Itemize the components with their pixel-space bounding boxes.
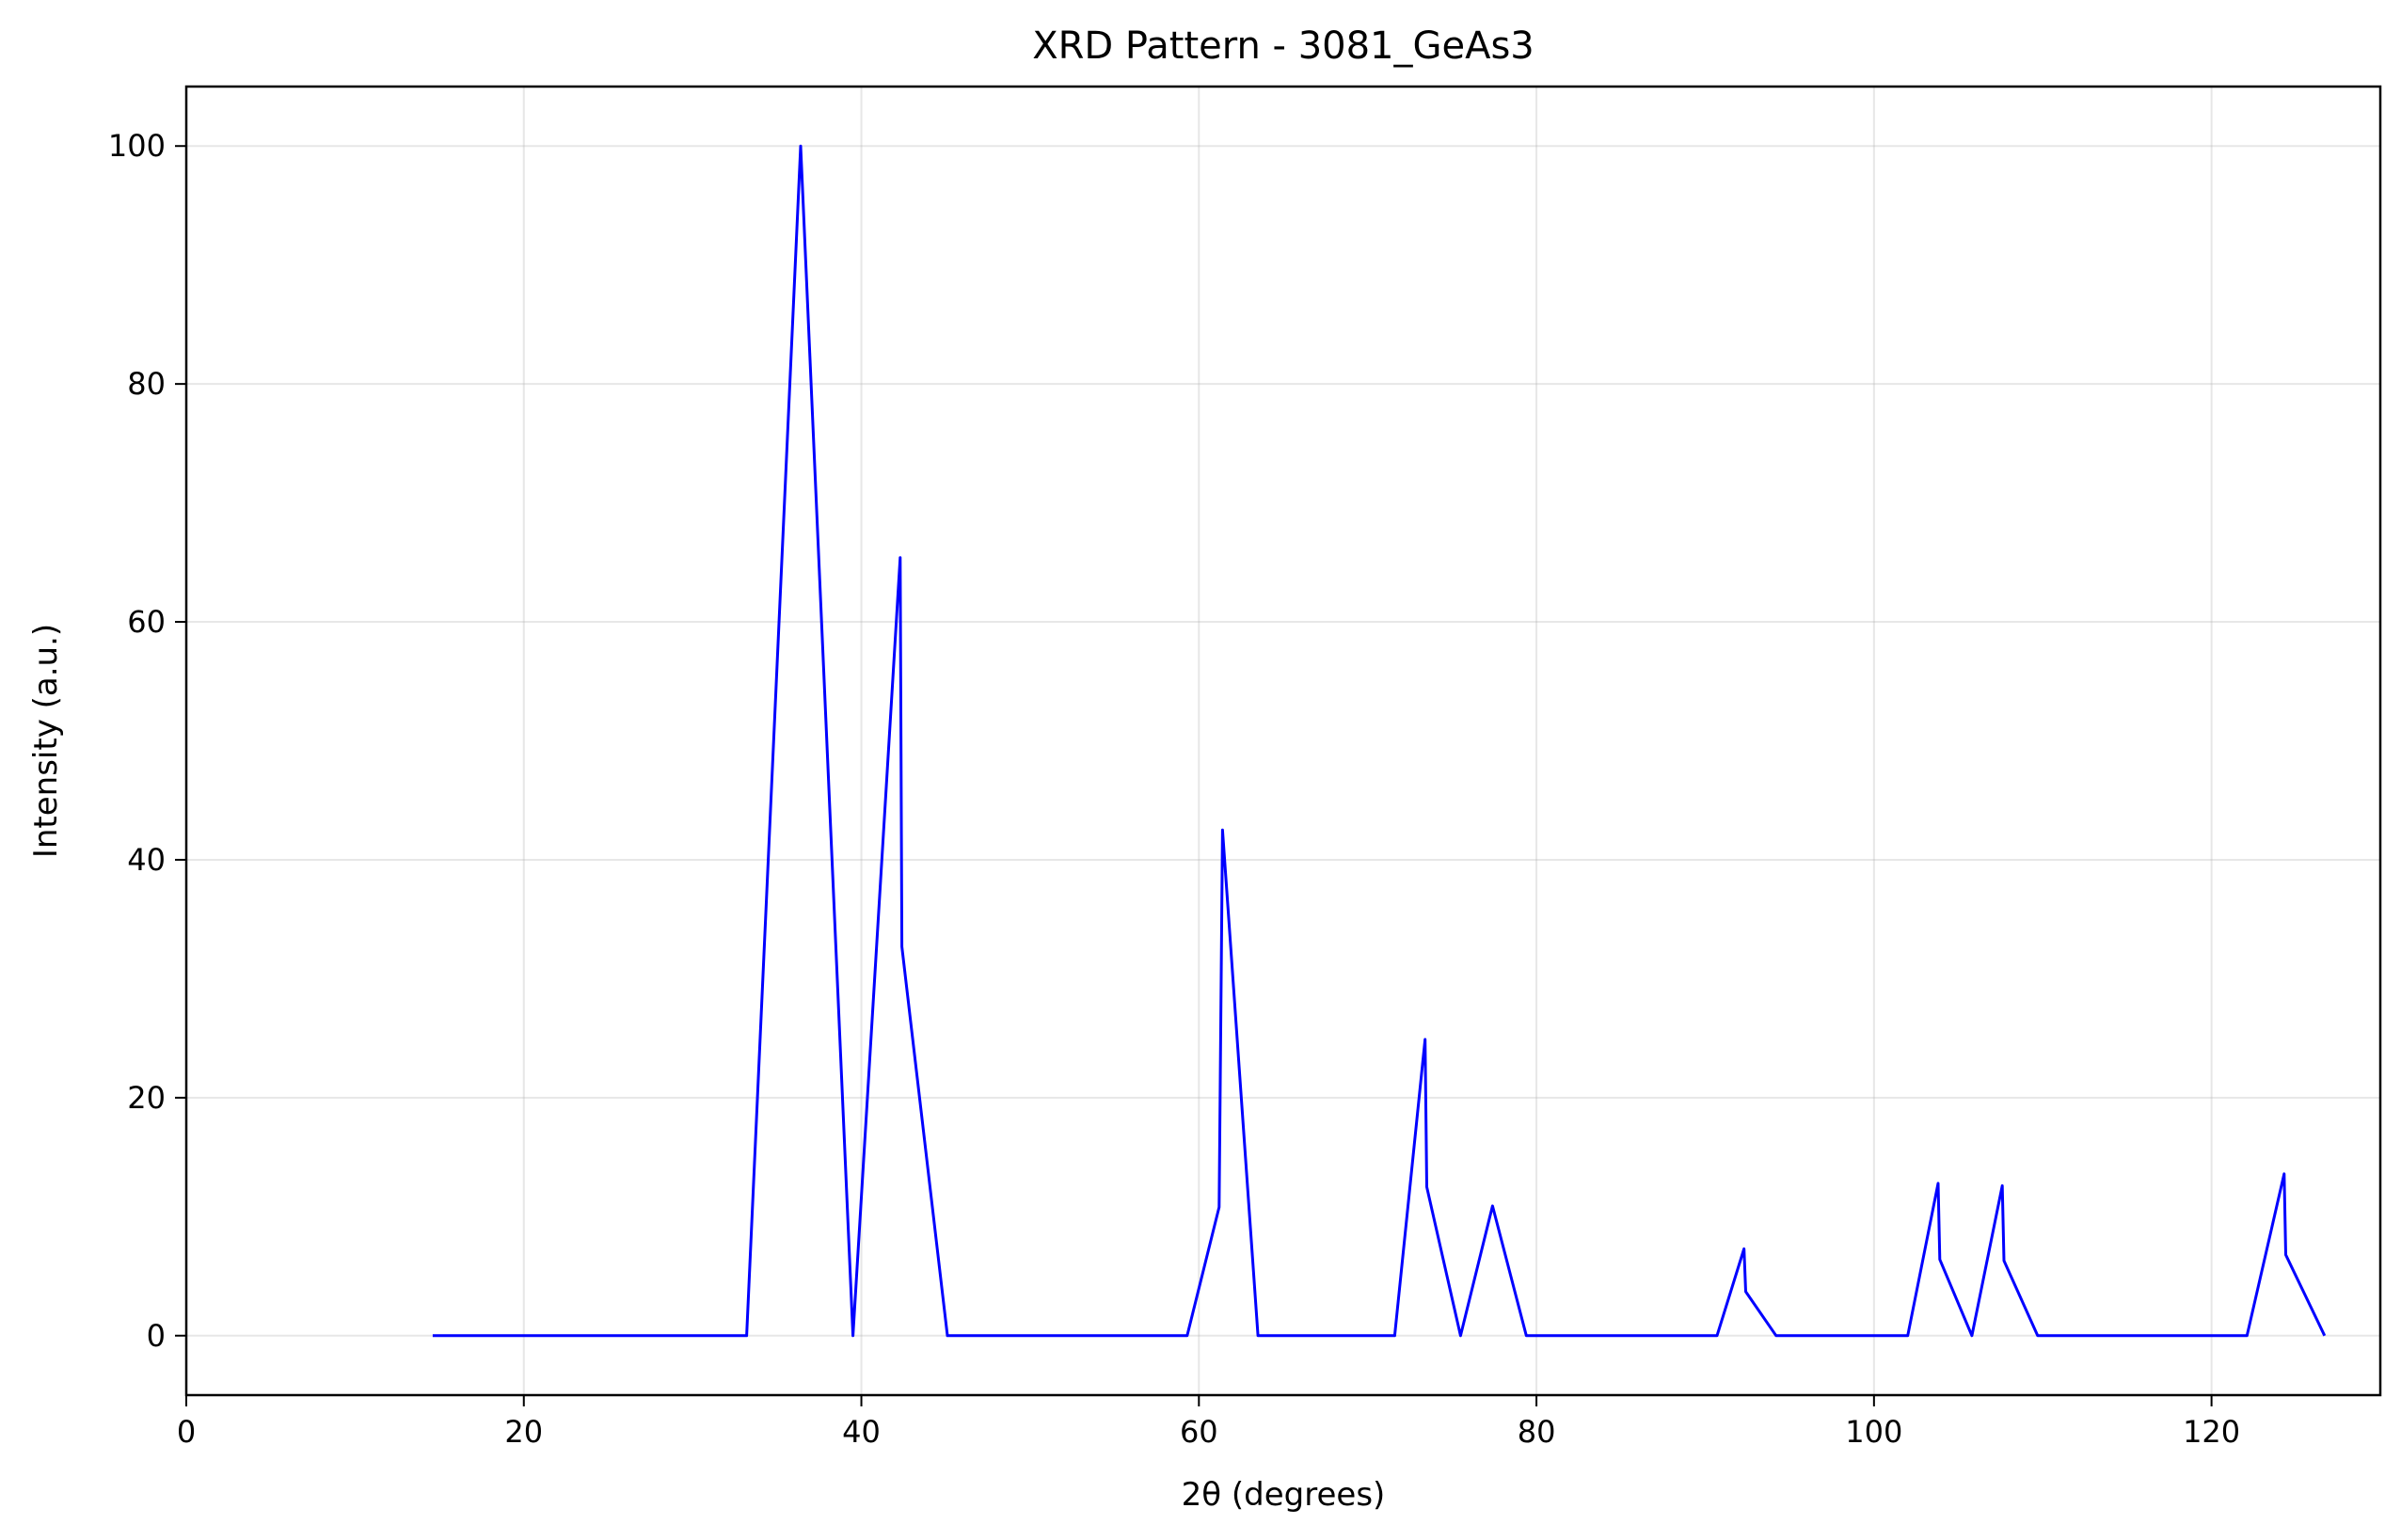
y-tick-label: 40 — [127, 842, 166, 878]
x-tick-label: 40 — [842, 1414, 881, 1450]
x-tick-label: 0 — [177, 1414, 196, 1450]
y-axis-label: Intensity (a.u.) — [27, 624, 65, 858]
y-tick-label: 100 — [108, 128, 166, 164]
y-tick-label: 20 — [127, 1080, 166, 1116]
x-tick-label: 20 — [504, 1414, 543, 1450]
axes-frame — [184, 85, 2382, 1397]
y-tick-label: 80 — [127, 366, 166, 402]
x-tick-label: 60 — [1180, 1414, 1218, 1450]
x-axis-label: 2θ (degrees) — [1182, 1476, 1386, 1514]
x-tick-label: 100 — [1845, 1414, 1902, 1450]
xrd-series-line — [432, 144, 2327, 1338]
y-tick-label: 60 — [127, 604, 166, 640]
y-tick-label: 0 — [147, 1318, 166, 1354]
x-tick-label: 120 — [2183, 1414, 2240, 1450]
x-tick-label: 80 — [1518, 1414, 1556, 1450]
plot-area — [432, 144, 2327, 1338]
chart-title: XRD Pattern - 3081_GeAs3 — [1032, 24, 1534, 68]
grid-lines — [185, 87, 2380, 1395]
axis-ticks: 0 20 40 60 80 100 120 0 20 40 60 80 100 — [108, 128, 2240, 1450]
